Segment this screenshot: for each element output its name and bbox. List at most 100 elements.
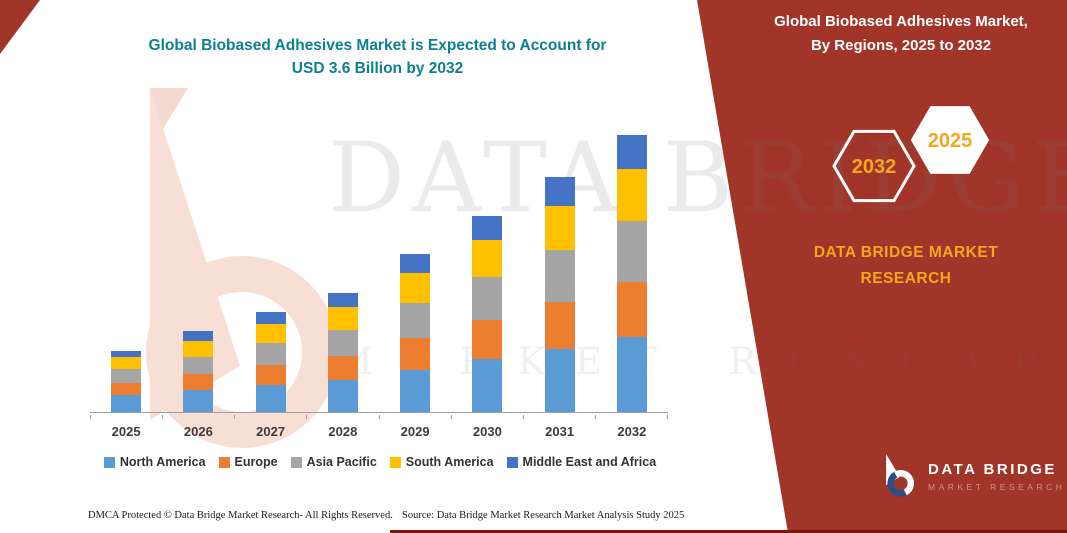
chart-title: Global Biobased Adhesives Market is Expe… (95, 34, 660, 80)
bar-segment-europe (111, 382, 142, 396)
company-logo: DATA BRIDGE MARKET RESEARCH (876, 452, 1065, 500)
legend-label: Middle East and Africa (522, 455, 657, 469)
legend-item-europe: Europe (218, 455, 278, 469)
axis-tick (522, 414, 595, 419)
bar-column-2029 (379, 123, 451, 412)
watermark-logo (146, 88, 338, 448)
bar-stack-2027 (255, 312, 286, 412)
axis-tick (234, 414, 306, 419)
x-axis-label-2027: 2027 (256, 424, 286, 439)
bar-segment-asia-pacific (255, 342, 286, 366)
bar-segment-middle-east-and-africa (472, 215, 503, 240)
legend-marker-icon (103, 456, 115, 468)
legend-item-north-america: North America (103, 455, 206, 469)
corner-triangle-decoration (0, 0, 40, 54)
bar-column-2027 (235, 123, 307, 412)
company-logo-title: DATA BRIDGE (928, 460, 1057, 478)
legend-marker-icon (218, 456, 230, 468)
footer-divider-line (390, 530, 1067, 533)
bar-segment-middle-east-and-africa (327, 292, 358, 308)
bar-segment-asia-pacific (111, 368, 142, 383)
bar-stack-2029 (400, 254, 431, 412)
bar-stack-2025 (111, 350, 142, 412)
bar-segment-europe (544, 301, 575, 349)
panel-brand-text: DATA BRIDGE MARKET RESEARCH (770, 240, 1042, 292)
panel-heading-line1: Global Biobased Adhesives Market, (774, 13, 1028, 30)
legend-marker-icon (389, 456, 401, 468)
company-logo-icon (886, 454, 915, 497)
x-axis-label-2030: 2030 (472, 424, 502, 439)
bar-segment-middle-east-and-africa (111, 350, 142, 358)
bar-segment-south-america (327, 307, 358, 330)
legend-label: Europe (234, 455, 278, 469)
x-axis-labels: 2025 2026 2027 2028 2029 2030 2031 2032 (90, 424, 668, 439)
bar-segment-south-america (400, 273, 431, 304)
bar-segment-middle-east-and-africa (255, 312, 286, 324)
bar-segment-north-america (472, 358, 503, 412)
bar-segment-asia-pacific (616, 221, 647, 282)
bar-segment-middle-east-and-africa (544, 177, 575, 206)
bar-segment-north-america (183, 390, 214, 412)
bar-stack-2031 (544, 177, 575, 412)
x-axis-ticks (90, 414, 668, 419)
panel-brand-line2: RESEARCH (860, 270, 952, 287)
hexagon-2025 (910, 106, 990, 174)
bar-column-2030 (451, 123, 523, 412)
year-hexagons: 2032 2025 (832, 106, 990, 203)
x-axis-label-2032: 2032 (617, 424, 647, 439)
legend-label: North America (119, 455, 206, 469)
bar-column-2031 (524, 123, 596, 412)
bar-segment-south-america (255, 323, 286, 343)
bar-segment-south-america (472, 239, 503, 277)
bar-column-2032 (596, 123, 668, 412)
bar-segment-asia-pacific (400, 303, 431, 339)
x-axis-label-2029: 2029 (400, 424, 430, 439)
bar-segment-middle-east-and-africa (183, 331, 214, 342)
bar-segment-asia-pacific (183, 356, 214, 375)
legend-label: South America (405, 455, 494, 469)
bar-stack-2030 (472, 215, 503, 412)
company-logo-subtitle: MARKET RESEARCH (928, 481, 1066, 492)
bar-segment-asia-pacific (544, 250, 575, 302)
chart-title-line2: USD 3.6 Billion by 2032 (291, 60, 464, 77)
legend-item-asia-pacific: Asia Pacific (290, 455, 377, 469)
panel-heading: Global Biobased Adhesives Market, By Reg… (745, 10, 1057, 58)
bar-column-2025 (90, 123, 162, 412)
watermark-text-secondary: MARKET RESEARCH (335, 340, 1067, 383)
axis-tick (378, 414, 451, 419)
bar-segment-asia-pacific (327, 329, 358, 356)
bar-segment-north-america (616, 337, 647, 412)
bar-segment-south-america (183, 341, 214, 357)
bar-segment-europe (327, 355, 358, 380)
bar-segment-asia-pacific (472, 276, 503, 320)
bar-segment-middle-east-and-africa (400, 254, 431, 274)
bar-segment-north-america (111, 395, 142, 412)
axis-tick (162, 414, 234, 419)
axis-tick (450, 414, 523, 419)
bar-segment-south-america (111, 357, 142, 369)
legend-marker-icon (290, 456, 302, 468)
x-axis-label-2025: 2025 (111, 424, 141, 439)
bar-segment-europe (183, 374, 214, 391)
bar-segment-south-america (544, 205, 575, 251)
footer-source-text: Source: Data Bridge Market Research Mark… (402, 510, 685, 521)
legend-item-middle-east-and-africa: Middle East and Africa (506, 455, 657, 469)
legend-item-south-america: South America (389, 455, 494, 469)
stacked-bar-chart (90, 123, 668, 413)
bar-segment-europe (616, 281, 647, 338)
bar-column-2026 (162, 123, 234, 412)
bar-segment-north-america (544, 348, 575, 412)
panel-heading-line2: By Regions, 2025 to 2032 (810, 37, 992, 54)
bar-stack-2032 (616, 134, 647, 412)
x-axis-label-2031: 2031 (545, 424, 575, 439)
legend-label: Asia Pacific (306, 455, 377, 469)
x-axis-label-2028: 2028 (328, 424, 358, 439)
footer-dmca-text: DMCA Protected © Data Bridge Market Rese… (88, 510, 393, 521)
bar-segment-europe (472, 319, 503, 359)
legend-marker-icon (506, 456, 518, 468)
bar-segment-europe (255, 365, 286, 386)
bar-segment-north-america (255, 385, 286, 412)
axis-tick (306, 414, 378, 419)
bar-segment-south-america (616, 168, 647, 222)
